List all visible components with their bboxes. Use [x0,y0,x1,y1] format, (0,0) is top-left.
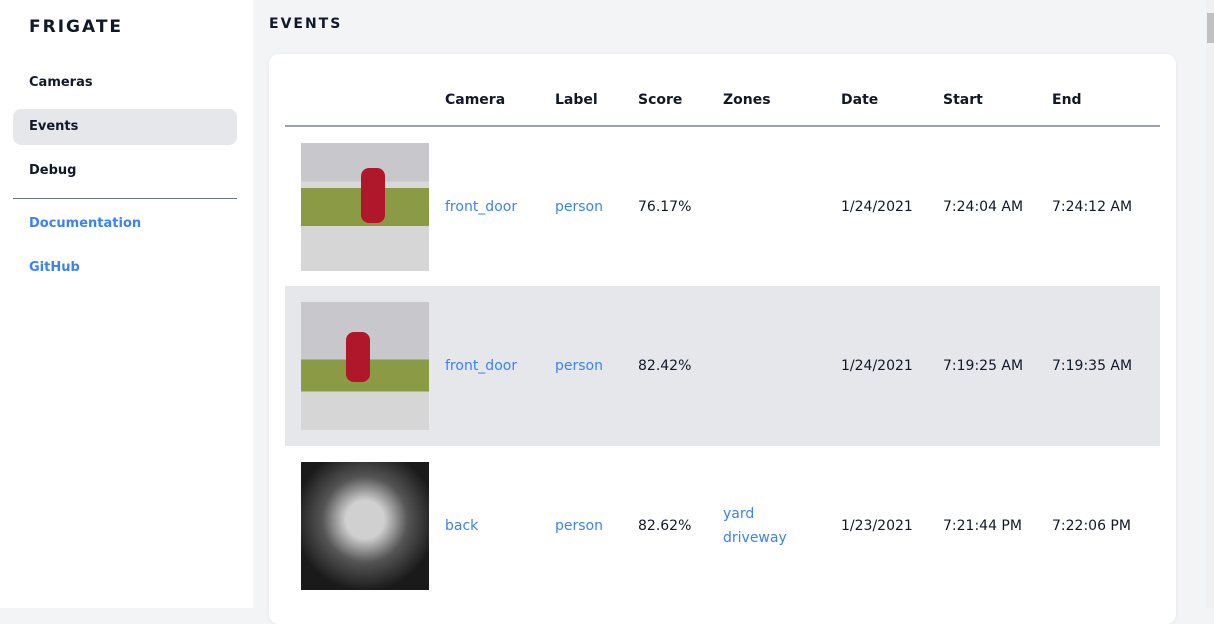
camera-link[interactable]: front_door [445,286,555,446]
events-table: Camera Label Score Zones Date Start End … [285,74,1160,606]
sidebar-item-events[interactable]: Events [13,109,237,145]
end-time: 7:22:06 PM [1052,518,1131,534]
camera-link[interactable]: back [445,518,479,534]
zones: yard driveway [723,446,841,606]
date: 1/23/2021 [841,518,913,534]
scrollbar[interactable] [1206,0,1214,608]
table-row[interactable]: back person 82.62% yard driveway 1/23/202… [285,446,1160,606]
sidebar-item-debug[interactable]: Debug [29,163,77,178]
event-thumbnail[interactable] [301,142,429,271]
score: 82.42% [638,286,723,446]
sidebar: FRIGATE Cameras Events Debug Documentati… [0,0,253,608]
score: 76.17% [638,198,692,215]
event-thumbnail[interactable] [301,462,429,590]
header-start: Start [943,74,1052,127]
label-link[interactable]: person [555,286,638,446]
header-label: Label [555,74,638,127]
table-row[interactable]: front_door person 76.17% 1/24/2021 7:24:… [285,126,1160,286]
documentation-link[interactable]: Documentation [29,216,142,231]
table-row[interactable]: front_door person 82.42% 1/24/2021 7:19:… [285,286,1160,446]
label-link[interactable]: person [555,198,603,215]
scrollbar-thumb[interactable] [1207,13,1214,43]
sidebar-item-cameras[interactable]: Cameras [29,75,93,90]
start-time: 7:19:25 AM [943,286,1052,446]
header-zones: Zones [723,74,841,127]
events-card: Camera Label Score Zones Date Start End … [269,54,1176,624]
header-end: End [1052,74,1160,127]
zones [723,126,841,286]
header-date: Date [841,74,943,127]
start-time: 7:21:44 PM [943,518,1022,534]
app-logo: FRIGATE [29,17,124,37]
event-thumbnail[interactable] [301,302,429,430]
zones [723,286,841,446]
score: 82.62% [638,518,692,534]
header-score: Score [638,74,723,127]
sidebar-divider [13,198,237,199]
label-link[interactable]: person [555,518,603,534]
end-time: 7:19:35 AM [1052,286,1160,446]
header-camera: Camera [445,74,555,127]
github-link[interactable]: GitHub [29,260,80,275]
camera-link[interactable]: front_door [445,198,518,215]
header-thumbnail [285,74,445,127]
page-title: EVENTS [269,16,343,32]
start-time: 7:24:04 AM [943,198,1024,215]
zone-link[interactable]: yard [723,506,755,522]
date: 1/24/2021 [841,286,943,446]
zone-link[interactable]: driveway [723,530,787,546]
date: 1/24/2021 [841,198,913,215]
end-time: 7:24:12 AM [1052,198,1133,215]
